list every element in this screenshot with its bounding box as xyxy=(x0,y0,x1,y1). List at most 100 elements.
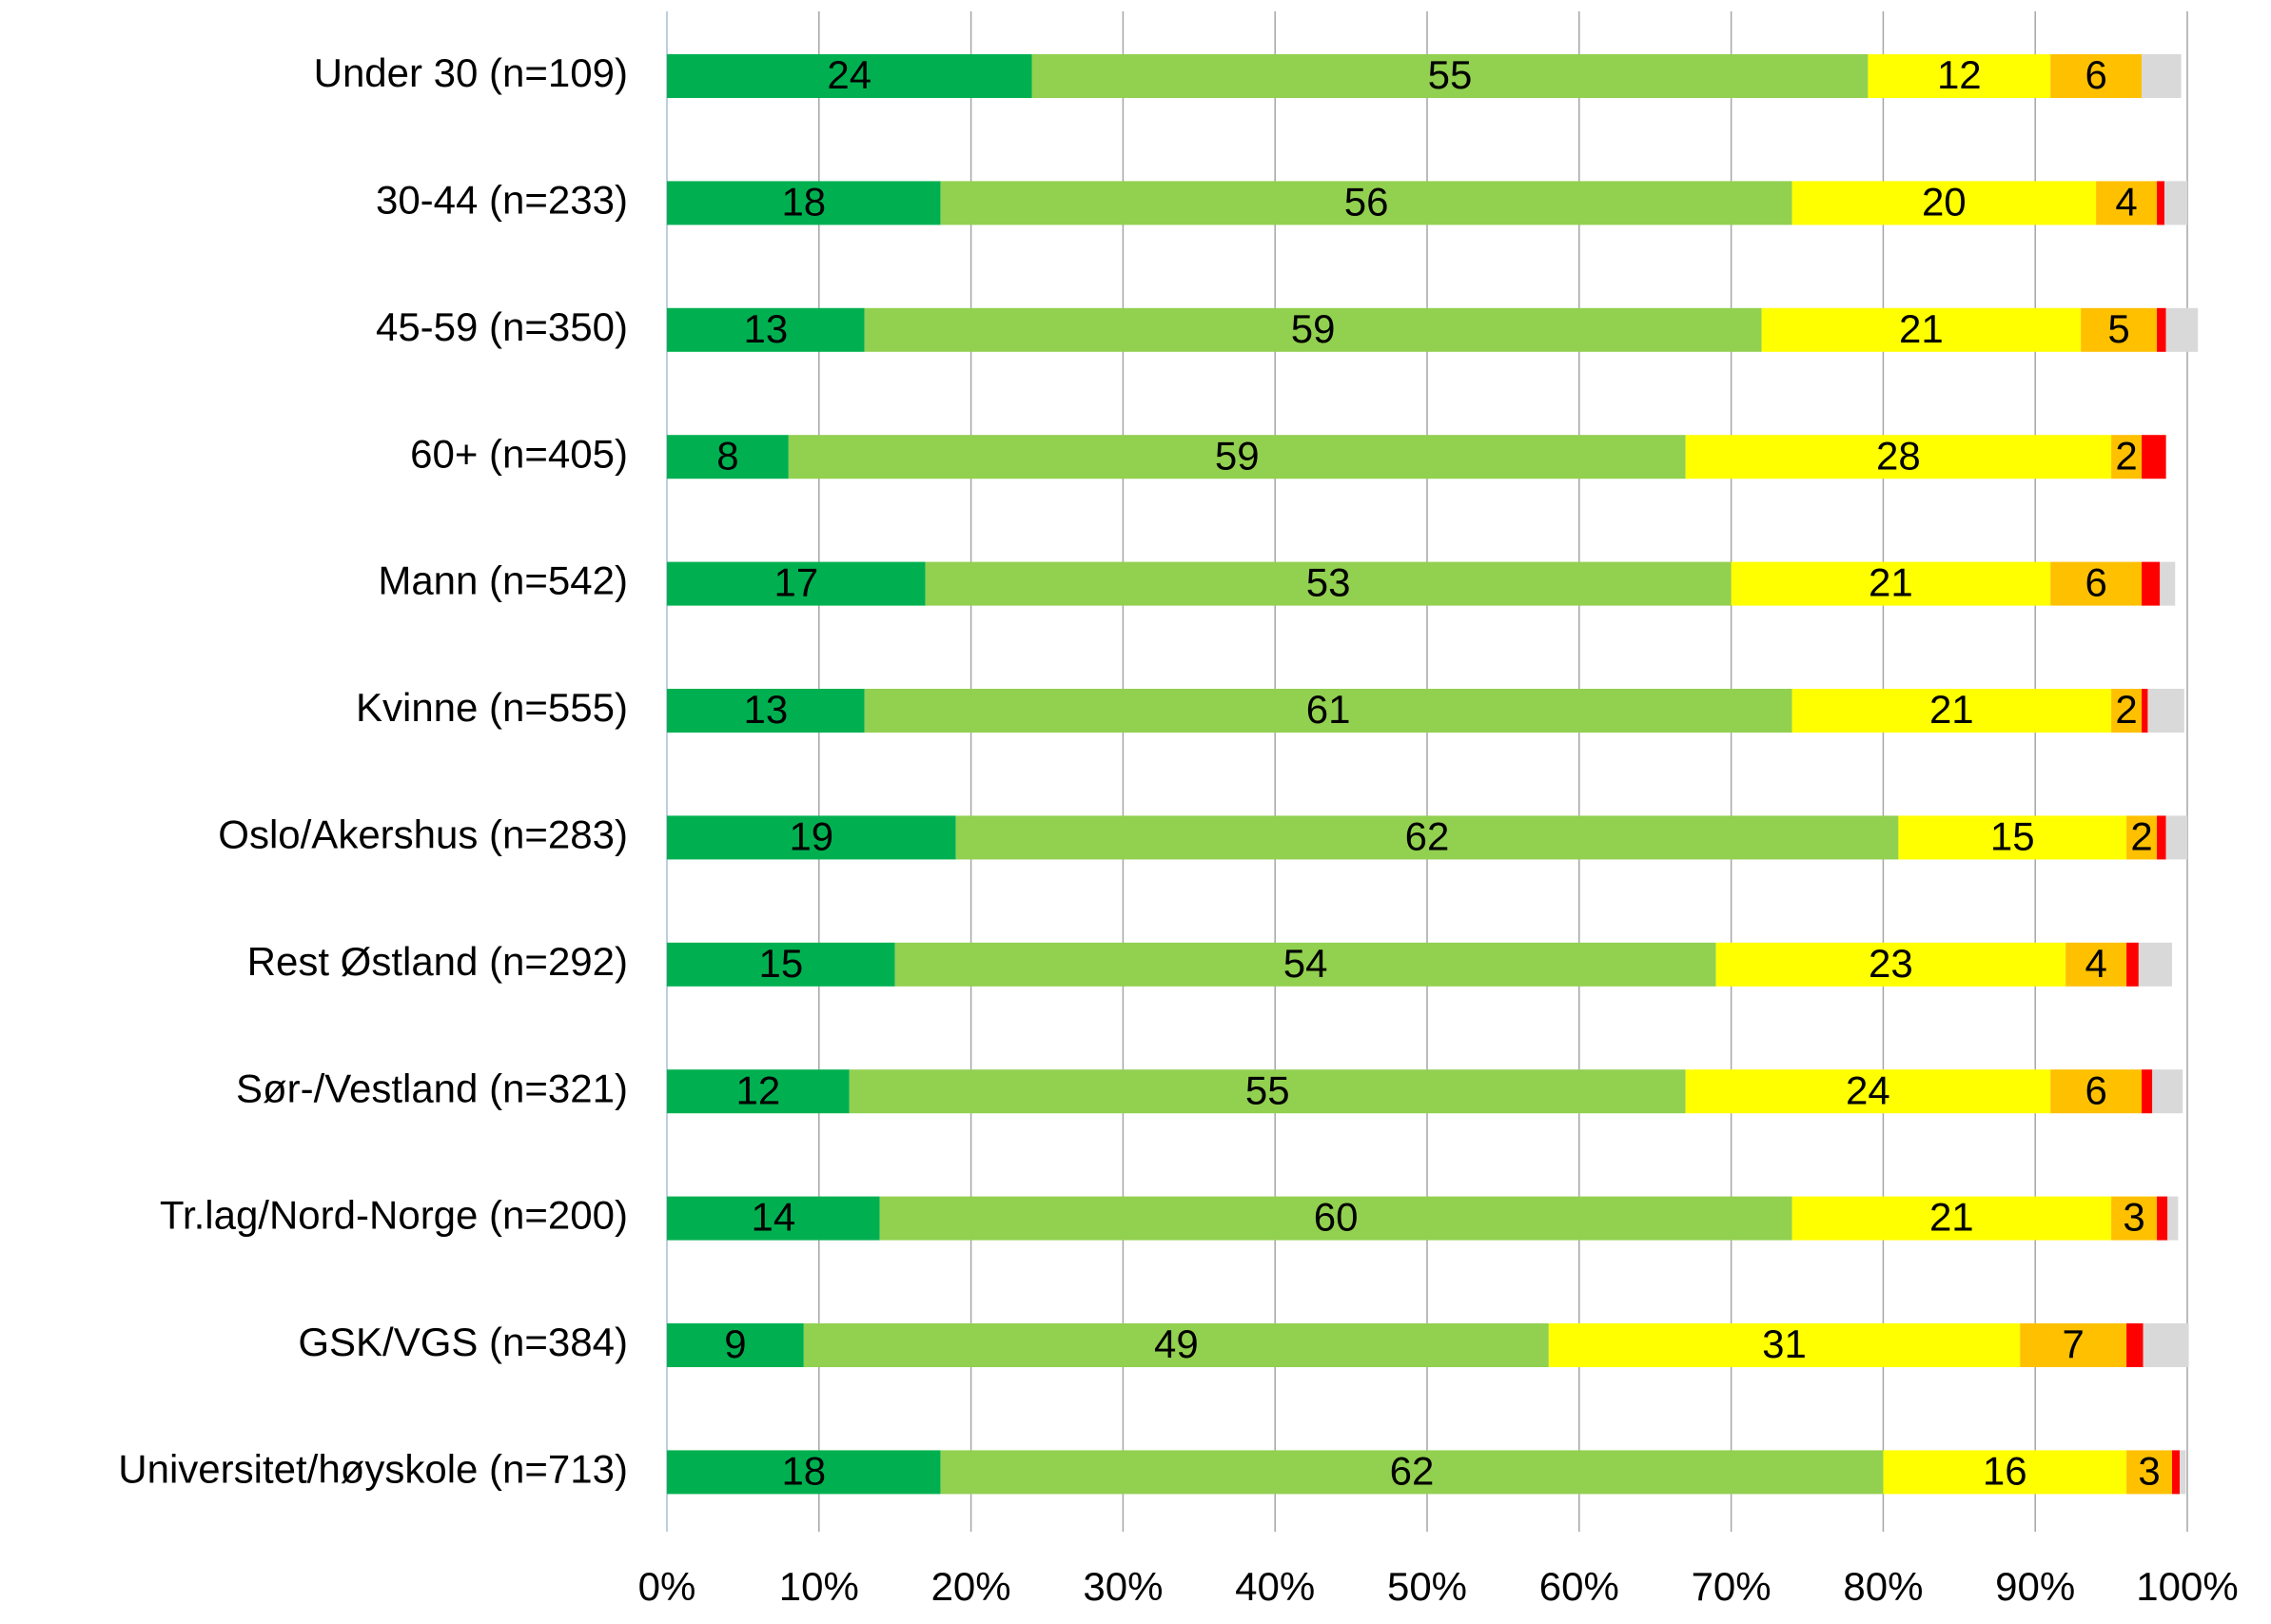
data-label: 4 xyxy=(2115,179,2137,224)
data-label: 61 xyxy=(1306,687,1351,732)
bar-segment xyxy=(667,1323,804,1367)
data-label: 3 xyxy=(2123,1195,2144,1240)
bar-segment xyxy=(2111,435,2143,479)
bar-segment xyxy=(667,1450,941,1495)
x-tick-label: 70% xyxy=(1692,1564,1772,1609)
bar-segment xyxy=(2143,1323,2189,1367)
y-tick-label: 60+ (n=405) xyxy=(410,431,628,476)
bar-segment xyxy=(667,307,865,352)
data-label: 60 xyxy=(1314,1195,1359,1240)
data-label: 8 xyxy=(716,433,738,478)
bar-segment xyxy=(2165,307,2199,352)
x-tick-label: 50% xyxy=(1387,1564,1467,1609)
bar-segment xyxy=(1715,942,2066,987)
data-label: 12 xyxy=(736,1067,781,1112)
bar-segment xyxy=(925,561,1732,606)
bar-segment xyxy=(1685,435,2112,479)
data-label: 13 xyxy=(744,306,789,351)
bar-segment xyxy=(2180,1450,2186,1495)
bar-segment xyxy=(2147,689,2184,733)
data-label: 21 xyxy=(1929,1195,1974,1240)
data-label: 15 xyxy=(758,941,803,986)
data-label: 2 xyxy=(2115,433,2137,478)
bar-segment xyxy=(1685,1069,2051,1114)
bar-segment xyxy=(2157,181,2165,225)
bar-segment xyxy=(803,1323,1549,1367)
bar-segment xyxy=(2142,435,2166,479)
bar-segment xyxy=(2050,54,2143,98)
x-tick-label: 20% xyxy=(931,1564,1011,1609)
x-tick-label: 40% xyxy=(1235,1564,1315,1609)
data-label: 59 xyxy=(1215,433,1260,478)
bar-segment xyxy=(849,1069,1686,1114)
bar-segment xyxy=(2126,1450,2173,1495)
bar-segment xyxy=(1031,54,1869,98)
y-tick-label: 45-59 (n=350) xyxy=(376,304,628,349)
bar-segment xyxy=(2164,181,2187,225)
bar-segment xyxy=(2142,54,2182,98)
bar-segment xyxy=(2142,561,2161,606)
x-tick-label: 30% xyxy=(1083,1564,1163,1609)
data-label: 4 xyxy=(2085,941,2106,986)
x-tick-label: 60% xyxy=(1539,1564,1619,1609)
bar-segment xyxy=(940,181,1792,225)
bar-segment xyxy=(667,1196,880,1241)
bar-segment xyxy=(1761,307,2082,352)
y-tick-label: Oslo/Akershus (n=283) xyxy=(218,812,628,856)
bar-segment xyxy=(2167,1196,2179,1241)
y-tick-label: GSK/VGS (n=384) xyxy=(298,1320,628,1364)
data-label: 2 xyxy=(2130,813,2152,858)
data-label: 7 xyxy=(2062,1321,2084,1366)
bar-segment xyxy=(2142,1069,2153,1114)
data-label: 24 xyxy=(1846,1067,1890,1112)
bar-segment xyxy=(864,307,1762,352)
bar-segment xyxy=(1898,815,2127,860)
bar-segment xyxy=(879,1196,1792,1241)
data-label: 15 xyxy=(1990,813,2035,858)
x-tick-label: 0% xyxy=(638,1564,696,1609)
y-tick-label: Universitet/høyskole (n=713) xyxy=(118,1446,628,1491)
data-label: 55 xyxy=(1245,1067,1290,1112)
data-label: 2 xyxy=(2115,687,2137,732)
bar-segment xyxy=(2081,307,2158,352)
bar-segment xyxy=(2165,815,2187,860)
x-tick-label: 10% xyxy=(779,1564,859,1609)
bar-segment xyxy=(2138,942,2173,987)
bar-segment xyxy=(2157,307,2166,352)
bar-segment xyxy=(1731,561,2051,606)
data-label: 59 xyxy=(1291,306,1336,351)
data-label: 6 xyxy=(2085,52,2106,97)
data-label: 12 xyxy=(1937,52,1982,97)
data-label: 23 xyxy=(1869,941,1913,986)
y-tick-label: Kvinne (n=555) xyxy=(356,685,628,730)
y-tick-label: Under 30 (n=109) xyxy=(314,50,628,95)
data-label: 6 xyxy=(2085,560,2106,605)
bar-segment xyxy=(1548,1323,2021,1367)
bar-segment xyxy=(940,1450,1884,1495)
bar-segment xyxy=(2126,1323,2144,1367)
y-tick-label: Rest Østland (n=292) xyxy=(247,939,628,984)
bar-segment xyxy=(2020,1323,2127,1367)
bar-segment xyxy=(2050,561,2143,606)
bar-segment xyxy=(1791,181,2097,225)
bar-segment xyxy=(2065,942,2127,987)
data-label: 17 xyxy=(773,560,818,605)
data-label: 62 xyxy=(1405,813,1450,858)
data-label: 18 xyxy=(781,1448,826,1493)
x-tick-label: 80% xyxy=(1843,1564,1923,1609)
bar-segment xyxy=(1791,1196,2112,1241)
y-tick-label: Tr.lag/Nord-Norge (n=200) xyxy=(160,1193,628,1238)
bar-segment xyxy=(2160,561,2176,606)
data-label: 19 xyxy=(789,813,833,858)
x-tick-label: 90% xyxy=(1995,1564,2075,1609)
bar-segment xyxy=(2111,689,2143,733)
bar-segment xyxy=(2096,181,2158,225)
bar-segment xyxy=(2111,1196,2158,1241)
data-label: 18 xyxy=(781,179,826,224)
data-label: 21 xyxy=(1929,687,1974,732)
y-tick-label: Mann (n=542) xyxy=(378,558,628,603)
bar-segment xyxy=(1868,54,2051,98)
bar-segment xyxy=(955,815,1899,860)
bar-segment xyxy=(667,689,865,733)
